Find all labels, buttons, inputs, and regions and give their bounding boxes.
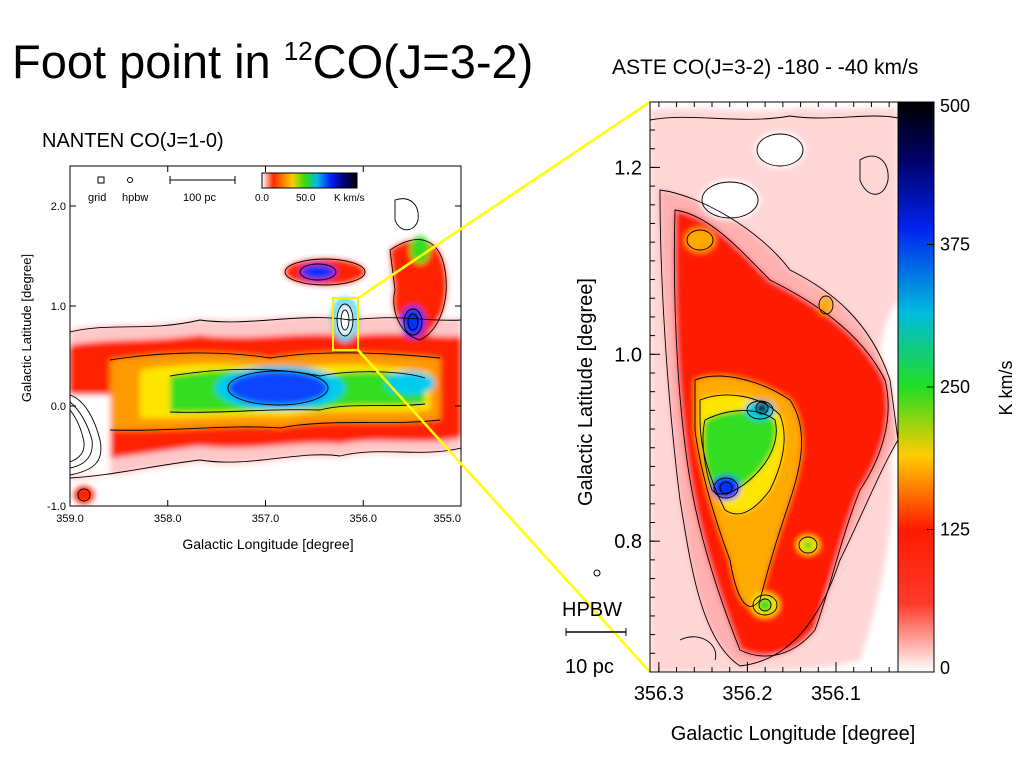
nanten-cbar-unit: K km/s [334,193,365,204]
nanten-x-tick-label: 359.0 [56,513,84,525]
aste-x-label: Galactic Longitude [degree] [671,723,916,745]
nanten-x-tick-label: 355.0 [433,513,461,525]
aste-cbar-tick-label: 250 [940,377,970,397]
nanten-y-tick-label: -1.0 [47,501,66,513]
nanten-y-label: Galactic Latitude [degree] [19,254,34,402]
aste-y-label: Galactic Latitude [degree] [575,278,597,506]
nanten-x-tick-label: 357.0 [252,513,280,525]
nanten-x-label: Galactic Longitude [degree] [182,536,353,552]
nanten-legend-hpbw: hpbw [122,192,148,204]
aste-y-axis: 1.2 1.0 0.8 [614,129,660,654]
zoom-line-top [357,100,651,300]
nanten-x-tick-label: 358.0 [154,513,182,525]
slide-title: Foot point in 12CO(J=3-2) [12,32,533,99]
nanten-cbar-min: 0.0 [255,193,269,204]
nanten-colorbar [261,172,358,189]
slide-title-rest: CO(J=3-2) [312,35,534,88]
nanten-cbar-mid: 50.0 [296,193,316,204]
grid-symbol [97,176,105,184]
aste-cbar-tick-label: 375 [940,235,970,255]
aste-cbar-tick-label: 0 [940,658,950,678]
aste-cbar-tick-label: 125 [940,520,970,540]
nanten-map [69,165,462,507]
aste-x-tick-label: 356.2 [722,683,772,705]
aste-hpbw-label: HPBW [562,599,622,621]
aste-x-tick-label: 356.3 [634,683,684,705]
hpbw-symbol [127,177,133,183]
aste-cbar-label: K km/s [996,360,1016,415]
nanten-x-tick-label: 356.0 [349,513,377,525]
nanten-panel-label: NANTEN CO(J=1-0) [42,130,224,152]
aste-x-tick-label: 356.1 [811,683,861,705]
nanten-legend-grid: grid [88,192,106,204]
nanten-legend: grid hpbw 100 pc 0.0 50.0 K km/s [88,172,365,204]
nanten-y-tick-label: 2.0 [51,201,66,213]
nanten-y-tick-label: 1.0 [51,301,66,313]
aste-cbar-tick-label: 500 [940,96,970,116]
slide-title-superscript: 12 [283,36,313,66]
aste-y-tick-label: 0.8 [614,531,642,553]
aste-scale-label: 10 pc [565,656,614,678]
aste-y-tick-label: 1.0 [614,344,642,366]
slide-title-main: Foot point in [12,35,284,88]
aste-hpbw-symbol [593,569,601,577]
zoom-line-bottom [357,349,651,673]
aste-colorbar-ticks: 500 375 250 125 0 [927,96,970,678]
nanten-legend-scale: 100 pc [183,192,217,204]
aste-y-tick-label: 1.2 [614,157,642,179]
aste-map [649,101,899,673]
nanten-y-tick-label: 0.0 [51,401,66,413]
aste-panel-label: ASTE CO(J=3-2) -180 - -40 km/s [612,56,919,79]
aste-x-axis: 356.3 356.2 356.1 [634,102,890,705]
nanten-x-axis: 359.0 358.0 357.0 356.0 355.0 [56,166,462,525]
nanten-y-axis: 2.0 1.0 0.0 -1.0 [47,201,461,513]
nanten-zoom-box [332,297,359,351]
